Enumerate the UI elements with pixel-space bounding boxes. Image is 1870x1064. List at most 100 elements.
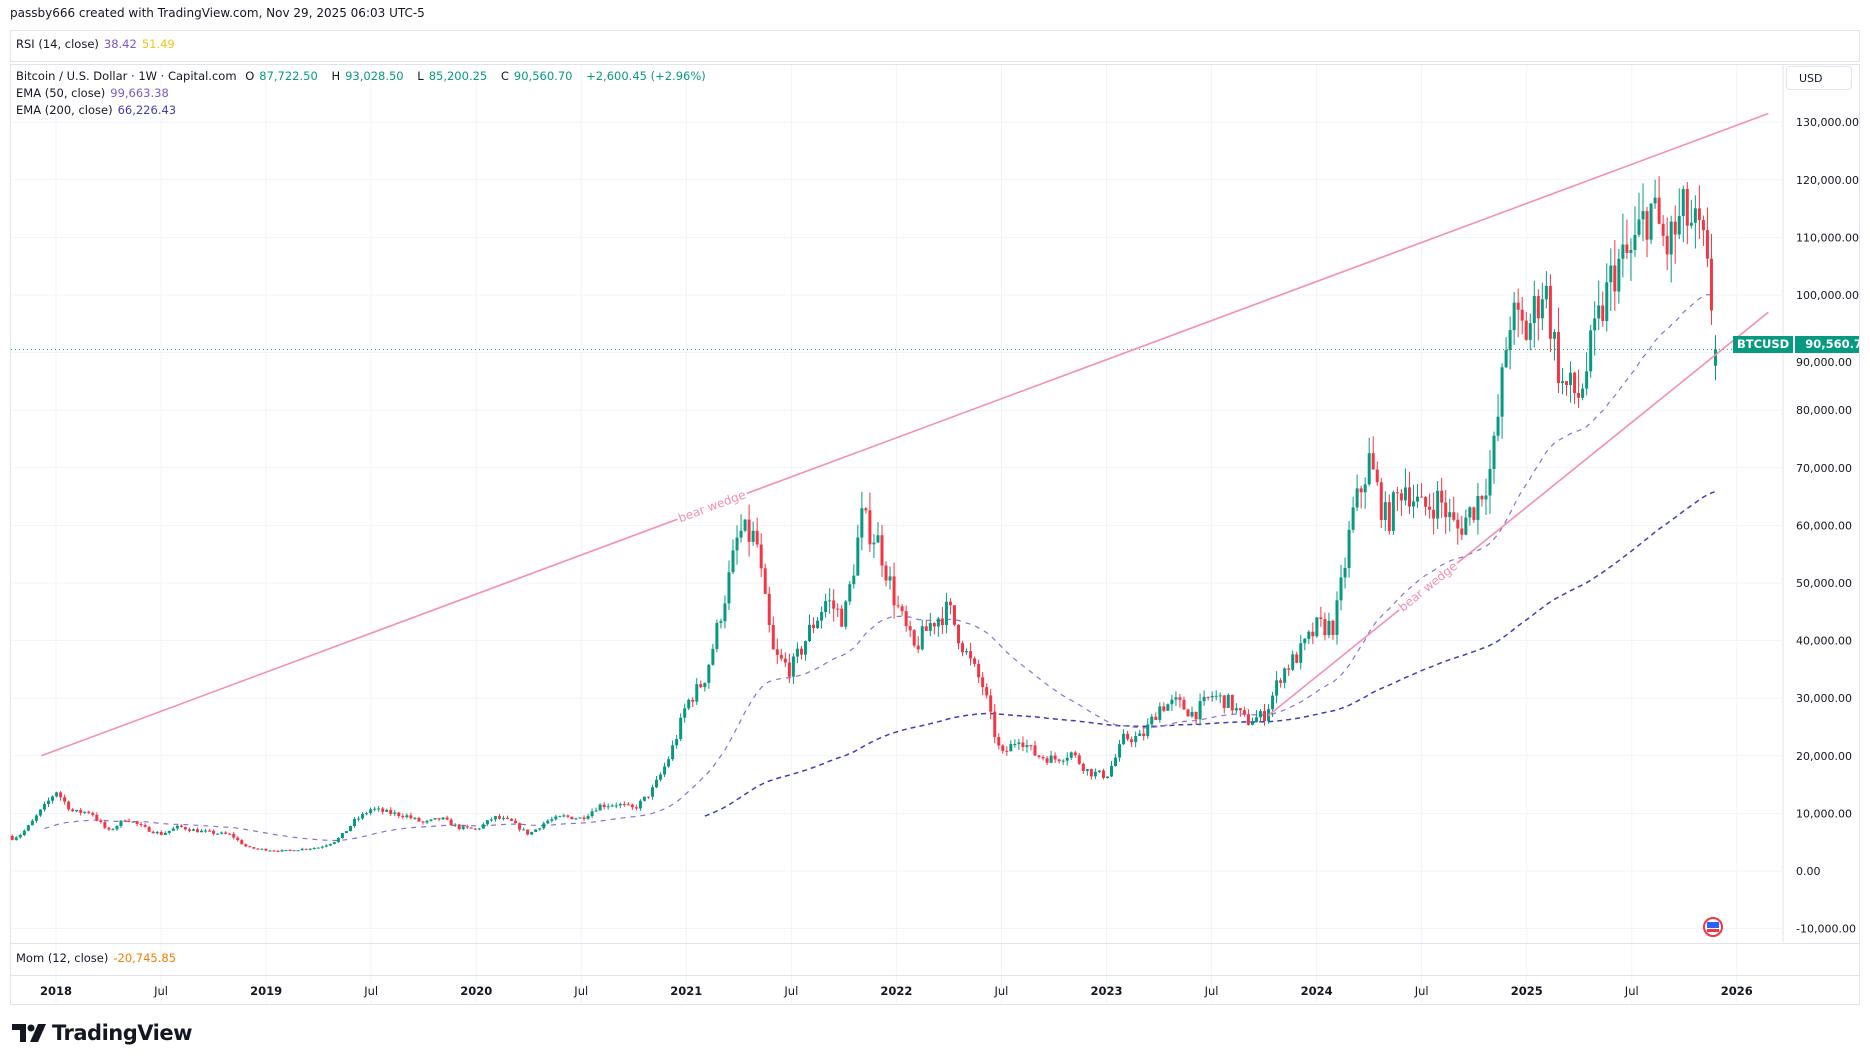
candle-body <box>1351 507 1355 530</box>
candle <box>111 828 115 831</box>
candle <box>908 620 912 637</box>
candle <box>1472 506 1476 524</box>
candle <box>824 593 828 618</box>
candle <box>574 817 578 820</box>
candle-body <box>1444 502 1448 518</box>
candle <box>691 696 695 708</box>
candle <box>1585 352 1589 396</box>
price-tick-label: 30,000.00 <box>1796 692 1852 705</box>
candle-body <box>75 809 79 812</box>
price-tag: BTCUSD 90,560.70 <box>1733 336 1870 353</box>
symbol-title: Bitcoin / U.S. Dollar · 1W · Capital.com <box>16 69 237 83</box>
candle <box>405 813 409 819</box>
candle-body <box>888 576 892 581</box>
candle <box>1339 564 1343 611</box>
candle-body <box>191 829 195 831</box>
candle <box>590 808 594 819</box>
candle-body <box>18 835 22 838</box>
candle-body <box>208 830 212 832</box>
candle <box>445 815 449 821</box>
candle <box>928 612 932 637</box>
candle-body <box>195 829 199 833</box>
candle-body <box>1263 711 1267 722</box>
candle-body <box>650 787 654 797</box>
candle <box>1420 482 1424 498</box>
candle <box>1226 693 1230 709</box>
candle-body <box>920 626 924 650</box>
candle <box>212 829 216 836</box>
price-tick-label: 90,000.00 <box>1796 356 1852 369</box>
candle <box>1303 638 1307 651</box>
candle-body <box>292 850 296 852</box>
candle-body <box>497 816 501 819</box>
candle-body <box>264 848 268 851</box>
candle-body <box>1331 620 1335 635</box>
candle <box>200 828 204 833</box>
candle-body <box>1468 507 1472 518</box>
candle <box>1327 612 1331 639</box>
candle-body <box>373 808 377 810</box>
candle-body <box>795 648 799 657</box>
candle <box>940 606 944 634</box>
price-tick-label: 40,000.00 <box>1796 635 1852 648</box>
candle-body <box>1645 211 1649 240</box>
candle-body <box>610 805 614 807</box>
momentum-pane[interactable]: Mom (12, close) -20,745.85 <box>10 943 1860 976</box>
candle-body <box>485 820 489 825</box>
candle <box>1621 213 1625 278</box>
candle-body <box>103 822 107 828</box>
candle <box>1001 744 1005 754</box>
candle <box>675 734 679 749</box>
candle-body <box>566 815 570 817</box>
candle-body <box>268 850 272 852</box>
candle <box>892 562 896 619</box>
currency-button[interactable]: USD <box>1786 66 1852 90</box>
candle <box>1114 754 1118 767</box>
candle <box>220 831 224 835</box>
candle-body <box>200 830 204 833</box>
candle-body <box>687 699 691 709</box>
candle <box>948 598 952 615</box>
candle-body <box>1577 392 1581 398</box>
candle <box>1488 450 1492 514</box>
candle-body <box>143 825 147 827</box>
candle-body <box>638 800 642 809</box>
candle-body <box>779 654 783 659</box>
candle <box>1637 192 1641 238</box>
candle-body <box>554 816 558 820</box>
candle-body <box>493 816 497 820</box>
candle-body <box>365 813 369 815</box>
candle <box>163 831 167 836</box>
rsi-pane[interactable]: RSI (14, close) 38.42 51.49 <box>10 30 1860 62</box>
candle-body <box>1170 699 1174 705</box>
candle <box>904 605 908 632</box>
candle-body <box>449 819 453 826</box>
candle <box>952 605 956 627</box>
candle-body <box>300 848 304 851</box>
candle <box>1307 630 1311 645</box>
candle-body <box>163 832 167 835</box>
candle-body <box>385 809 389 812</box>
candle <box>42 801 46 812</box>
us-flag-icon[interactable] <box>1703 917 1723 937</box>
candle-body <box>1496 416 1500 436</box>
candle <box>1319 606 1323 627</box>
candle <box>739 514 743 543</box>
candle-body <box>1303 638 1307 644</box>
candle-body <box>582 817 586 819</box>
candle-body <box>95 814 99 821</box>
candle-body <box>1573 372 1577 393</box>
candle-body <box>1033 745 1037 756</box>
candle <box>1069 751 1073 761</box>
candle <box>550 816 554 823</box>
time-axis[interactable] <box>10 975 1860 1005</box>
candle-body <box>91 812 95 815</box>
candle-body <box>940 618 944 626</box>
candle-body <box>928 623 932 631</box>
candle <box>63 794 67 805</box>
candle-body <box>1500 367 1504 417</box>
price-tick-label: 20,000.00 <box>1796 750 1852 763</box>
candle-body <box>1428 506 1432 510</box>
candle <box>626 802 630 806</box>
